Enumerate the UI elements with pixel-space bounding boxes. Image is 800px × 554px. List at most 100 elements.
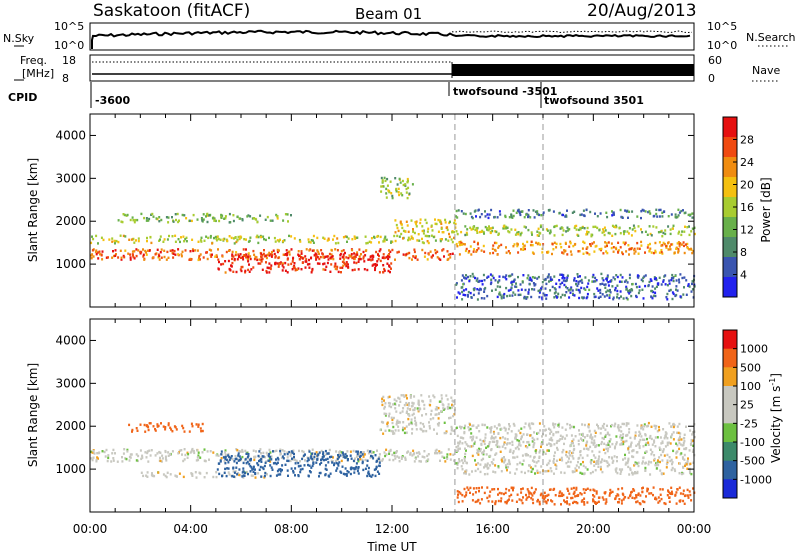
power-cell: [311, 249, 314, 252]
velocity-cell: [572, 425, 575, 429]
power-cell: [507, 250, 510, 253]
power-cell: [466, 228, 469, 231]
velocity-cell: [616, 459, 618, 463]
velocity-cell: [357, 466, 360, 469]
power-cell: [691, 251, 694, 255]
velocity-cell: [560, 471, 563, 474]
velocity-cell: [594, 445, 597, 448]
velocity-cell: [124, 457, 127, 460]
velocity-cell: [423, 403, 426, 407]
velocity-cell: [527, 490, 530, 493]
power-cell: [158, 216, 161, 219]
velocity-cell: [619, 443, 622, 446]
velocity-cell: [587, 426, 590, 429]
velocity-cell: [507, 427, 510, 431]
velocity-cell: [225, 458, 228, 462]
velocity-cell: [517, 443, 520, 446]
power-cell: [290, 214, 292, 217]
power-cell: [519, 213, 522, 217]
power-cell: [100, 236, 103, 239]
velocity-cell: [418, 460, 421, 463]
power-cell: [482, 273, 485, 277]
power-cell: [282, 219, 285, 222]
velocity-cell: [575, 501, 578, 504]
velocity-cell: [385, 453, 388, 456]
power-cell: [159, 251, 162, 254]
velocity-cell: [122, 452, 125, 455]
velocity-cell: [471, 470, 473, 473]
power-cell: [517, 275, 519, 279]
power-colorbar-segment: [723, 217, 737, 238]
power-cell: [335, 267, 338, 271]
power-cell: [192, 249, 195, 253]
power-cell: [235, 240, 238, 244]
velocity-cell: [465, 443, 468, 446]
power-cell: [549, 276, 552, 279]
power-cell: [625, 287, 628, 290]
velocity-cell: [333, 462, 336, 465]
velocity-cell: [357, 454, 360, 458]
power-cell: [460, 210, 463, 213]
velocity-cell: [624, 463, 627, 466]
power-cell: [525, 213, 528, 216]
power-cell: [472, 293, 475, 297]
velocity-cell: [429, 404, 432, 407]
power-cell: [322, 253, 324, 256]
velocity-cell: [438, 450, 441, 453]
velocity-cell: [312, 461, 315, 465]
velocity-cell: [493, 425, 496, 428]
velocity-cell: [490, 426, 493, 429]
power-cell: [206, 220, 209, 224]
velocity-cell: [562, 448, 565, 452]
power-cell: [520, 288, 523, 291]
power-cell: [517, 289, 520, 292]
power-cell: [565, 291, 568, 294]
velocity-cell: [355, 465, 358, 469]
power-cell: [353, 252, 356, 255]
velocity-cell: [664, 445, 667, 448]
velocity-cell: [663, 502, 666, 505]
velocity-cell: [469, 427, 472, 431]
power-cell: [91, 249, 94, 252]
power-cell: [381, 180, 384, 183]
velocity-cell: [581, 432, 584, 436]
velocity-cell: [590, 441, 593, 444]
power-cell: [483, 250, 486, 253]
velocity-cell: [307, 475, 310, 478]
power-cell: [421, 248, 424, 252]
power-cell: [150, 213, 153, 216]
power-cell: [561, 281, 564, 284]
power-cell: [488, 228, 491, 231]
velocity-cell: [671, 433, 674, 436]
power-cell: [220, 213, 223, 217]
velocity-cell: [592, 443, 595, 446]
power-colorbar-segment: [723, 157, 737, 178]
power-cell: [634, 229, 637, 233]
velocity-cell: [183, 458, 186, 461]
power-cell: [345, 261, 348, 264]
velocity-cell: [293, 452, 295, 456]
power-cell: [345, 235, 348, 239]
power-cell: [417, 233, 420, 236]
velocity-cell: [491, 488, 494, 491]
power-cell: [598, 248, 601, 251]
velocity-cell: [430, 409, 433, 413]
power-cell: [214, 219, 217, 223]
velocity-cell: [689, 493, 692, 497]
velocity-cell: [336, 457, 339, 461]
velocity-cell: [541, 496, 544, 499]
velocity-cell: [292, 469, 295, 473]
power-cell: [230, 236, 233, 240]
velocity-cell: [355, 450, 358, 453]
velocity-cell: [474, 459, 476, 462]
velocity-cell: [352, 459, 355, 463]
power-cell: [499, 293, 502, 297]
power-cell: [385, 238, 388, 241]
velocity-cell: [397, 425, 400, 428]
power-cell: [397, 191, 400, 194]
power-cell: [575, 283, 577, 286]
power-cell: [451, 240, 454, 244]
velocity-cell: [197, 454, 200, 457]
velocity-cell: [691, 433, 694, 436]
velocity-cell: [553, 454, 556, 458]
